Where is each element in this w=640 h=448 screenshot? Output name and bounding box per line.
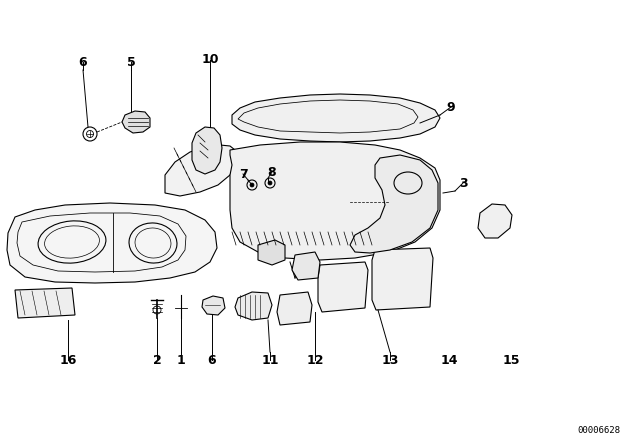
- Text: 8: 8: [268, 165, 276, 178]
- Text: 00006628: 00006628: [577, 426, 620, 435]
- Text: 9: 9: [447, 100, 455, 113]
- Polygon shape: [277, 292, 312, 325]
- Polygon shape: [15, 288, 75, 318]
- Polygon shape: [292, 252, 320, 280]
- Circle shape: [250, 183, 254, 187]
- Text: 13: 13: [381, 353, 399, 366]
- Text: 10: 10: [201, 52, 219, 65]
- Text: 3: 3: [459, 177, 467, 190]
- Polygon shape: [235, 292, 272, 320]
- Text: 6: 6: [79, 56, 87, 69]
- Text: 15: 15: [502, 353, 520, 366]
- Circle shape: [268, 181, 272, 185]
- Text: 5: 5: [127, 56, 136, 69]
- Polygon shape: [478, 204, 512, 238]
- Polygon shape: [202, 296, 225, 315]
- Polygon shape: [318, 262, 368, 312]
- Polygon shape: [258, 240, 285, 265]
- Polygon shape: [122, 111, 150, 133]
- Text: 6: 6: [208, 353, 216, 366]
- Polygon shape: [372, 248, 433, 310]
- Polygon shape: [230, 142, 440, 260]
- Text: 7: 7: [239, 168, 248, 181]
- Polygon shape: [7, 203, 217, 283]
- Text: 1: 1: [177, 353, 186, 366]
- Text: 16: 16: [60, 353, 77, 366]
- Polygon shape: [232, 94, 440, 142]
- Polygon shape: [165, 145, 235, 196]
- Text: 11: 11: [261, 353, 279, 366]
- Text: 4: 4: [294, 263, 302, 276]
- Polygon shape: [350, 155, 438, 253]
- Text: 12: 12: [307, 353, 324, 366]
- Text: 2: 2: [152, 353, 161, 366]
- Text: 14: 14: [440, 353, 458, 366]
- Polygon shape: [192, 127, 222, 174]
